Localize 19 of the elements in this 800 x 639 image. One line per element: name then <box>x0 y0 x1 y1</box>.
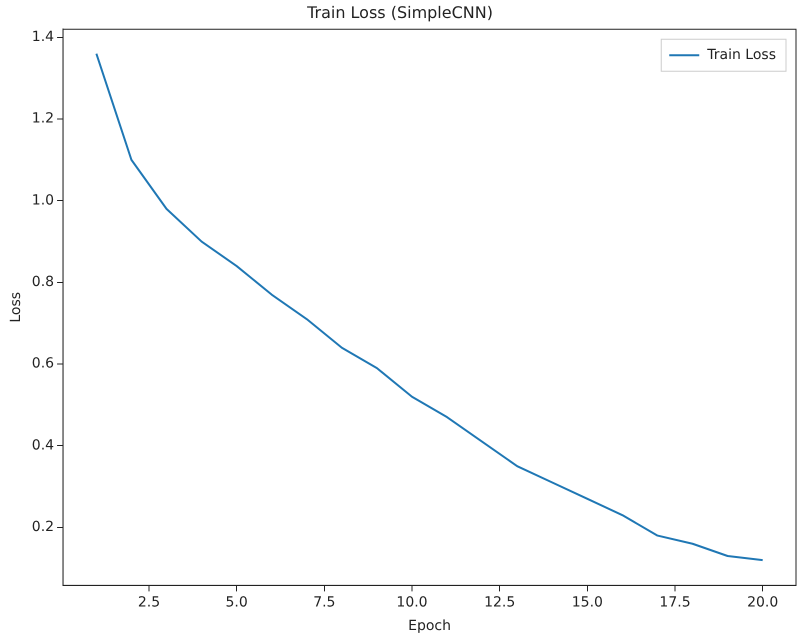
y-tick-label: 1.2 <box>32 110 54 127</box>
x-tick-label: 7.5 <box>313 594 336 610</box>
x-tick-label: 15.0 <box>572 594 603 610</box>
x-tick-label: 17.5 <box>659 594 691 610</box>
y-tick-label: 0.4 <box>32 437 54 454</box>
y-tick-label: 0.2 <box>32 519 54 536</box>
y-axis-title: Loss <box>8 292 24 323</box>
x-tick-label: 12.5 <box>484 594 516 610</box>
legend-label: Train Loss <box>706 46 776 63</box>
y-tick-label: 1.0 <box>32 192 54 208</box>
y-tick-label: 0.8 <box>32 274 54 290</box>
chart-title: Train Loss (SimpleCNN) <box>306 2 493 22</box>
x-tick-label: 20.0 <box>747 594 778 610</box>
x-tick-label: 5.0 <box>226 594 248 610</box>
x-axis-title: Epoch <box>408 618 451 634</box>
y-tick-label: 0.6 <box>32 356 54 372</box>
x-tick-label: 10.0 <box>396 594 428 610</box>
y-tick-label: 1.4 <box>32 29 54 46</box>
x-tick-label: 2.5 <box>138 594 160 610</box>
